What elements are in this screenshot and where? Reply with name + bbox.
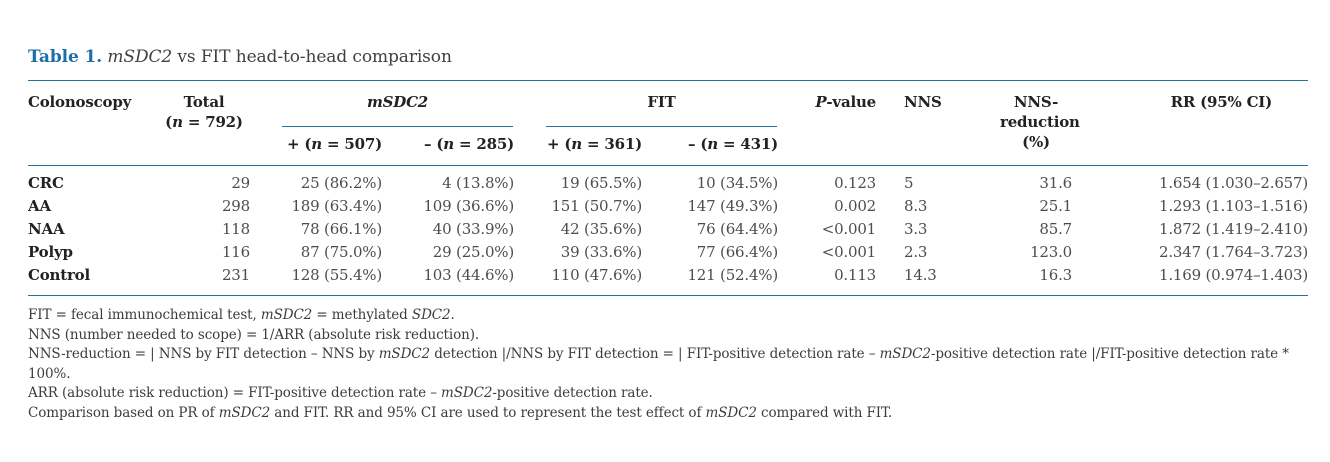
- cell-fit-positive: 39 (33.6%): [560, 243, 642, 261]
- col-header-msdc2-negative: – (n = 285): [424, 135, 514, 153]
- cell-nns-reduction: 16.3: [1039, 266, 1073, 284]
- table-footnotes: FIT = fecal immunochemical test, mSDC2 =…: [28, 306, 1314, 423]
- cell-p-value: 0.123: [834, 174, 877, 192]
- col-header-p-value: P-value: [815, 93, 877, 111]
- cell-nns: 2.3: [904, 243, 928, 261]
- cell-fit-negative: 147 (49.3%): [687, 197, 779, 215]
- table-row-polyp: Polyp 116 87 (75.0%) 29 (25.0%) 39 (33.6…: [28, 241, 1308, 264]
- cell-total: 231: [221, 266, 250, 284]
- col-header-nns-reduction-line2: (%): [1022, 133, 1050, 151]
- page: Table 1. mSDC2 vs FIT head-to-head compa…: [28, 46, 1314, 423]
- group-header-fit: FIT: [514, 81, 778, 127]
- footnote-nns-definition: NNS (number needed to scope) = 1/ARR (ab…: [28, 326, 480, 343]
- table-row-control: Control 231 128 (55.4%) 103 (44.6%) 110 …: [28, 264, 1308, 296]
- table-title-text: mSDC2 vs FIT head-to-head comparison: [107, 47, 452, 67]
- cell-msdc2-negative: 4 (13.8%): [442, 174, 514, 192]
- cell-nns-reduction: 123.0: [1030, 243, 1073, 261]
- table-row-aa: AA 298 189 (63.4%) 109 (36.6%) 151 (50.7…: [28, 195, 1308, 218]
- col-header-fit-positive: + (n = 361): [546, 135, 642, 153]
- cell-msdc2-positive: 128 (55.4%): [291, 266, 382, 284]
- col-header-total: Total (n = 792): [158, 81, 250, 166]
- cell-rr-ci: 1.169 (0.974–1.403): [1159, 266, 1309, 284]
- cell-msdc2-negative: 109 (36.6%): [423, 197, 514, 215]
- cell-fit-negative: 121 (52.4%): [687, 266, 779, 284]
- table-row-naa: NAA 118 78 (66.1%) 40 (33.9%) 42 (35.6%)…: [28, 218, 1308, 241]
- cell-rr-ci: 1.654 (1.030–2.657): [1159, 174, 1309, 192]
- col-header-nns-reduction: NNS-reduction (%): [944, 81, 1080, 166]
- col-header-colonoscopy: Colonoscopy: [28, 93, 132, 111]
- cell-rr-ci: 2.347 (1.764–3.723): [1159, 243, 1309, 261]
- cell-p-value: 0.002: [834, 197, 877, 215]
- footnote-abbreviations: FIT = fecal immunochemical test, mSDC2 =…: [28, 307, 455, 323]
- cell-msdc2-negative: 29 (25.0%): [432, 243, 514, 261]
- col-header-total-line2: (n = 792): [165, 113, 243, 131]
- table-row-crc: CRC 29 25 (86.2%) 4 (13.8%) 19 (65.5%) 1…: [28, 166, 1308, 196]
- cell-fit-negative: 10 (34.5%): [696, 174, 779, 192]
- cell-rr-ci: 1.293 (1.103–1.516): [1159, 197, 1309, 215]
- cell-p-value: <0.001: [821, 243, 877, 261]
- cell-p-value: <0.001: [821, 220, 877, 238]
- row-label: CRC: [28, 174, 64, 192]
- cell-msdc2-positive: 78 (66.1%): [300, 220, 382, 238]
- row-label: Control: [28, 266, 90, 284]
- cell-nns: 5: [904, 174, 914, 192]
- cell-nns: 3.3: [904, 220, 928, 238]
- footnote-arr-definition: ARR (absolute risk reduction) = FIT-posi…: [28, 385, 653, 401]
- cell-nns: 8.3: [904, 197, 928, 215]
- cell-fit-negative: 76 (64.4%): [696, 220, 779, 238]
- comparison-table: Colonoscopy Total (n = 792) mSDC2 FIT P-…: [28, 80, 1308, 296]
- table-body: CRC 29 25 (86.2%) 4 (13.8%) 19 (65.5%) 1…: [28, 166, 1308, 296]
- table-title-label: Table 1.: [28, 47, 103, 67]
- row-label: NAA: [28, 220, 65, 238]
- row-label: Polyp: [28, 243, 73, 261]
- cell-fit-positive: 42 (35.6%): [560, 220, 642, 238]
- footnote-nns-reduction-definition: NNS-reduction = | NNS by FIT detection –…: [28, 346, 1289, 382]
- cell-nns: 14.3: [904, 266, 937, 284]
- cell-fit-positive: 19 (65.5%): [560, 174, 642, 192]
- cell-p-value: 0.113: [834, 266, 877, 284]
- header-row-subcolumns: + (n = 507) – (n = 285) + (n = 361) – (n…: [28, 127, 1309, 166]
- cell-total: 29: [231, 174, 250, 192]
- cell-nns-reduction: 25.1: [1039, 197, 1073, 215]
- footnote-comparison-method: Comparison based on PR of mSDC2 and FIT.…: [28, 404, 893, 421]
- cell-total: 116: [221, 243, 250, 261]
- group-header-msdc2-label: mSDC2: [282, 92, 513, 127]
- cell-fit-positive: 110 (47.6%): [551, 266, 642, 284]
- group-header-msdc2: mSDC2: [250, 81, 514, 127]
- cell-total: 298: [221, 197, 250, 215]
- cell-nns-reduction: 31.6: [1039, 174, 1073, 192]
- cell-msdc2-negative: 40 (33.9%): [432, 220, 514, 238]
- col-header-nns-reduction-line1: NNS-reduction: [1000, 93, 1080, 131]
- cell-msdc2-negative: 103 (44.6%): [423, 266, 514, 284]
- col-header-fit-negative: – (n = 431): [688, 135, 779, 153]
- cell-msdc2-positive: 25 (86.2%): [300, 174, 382, 192]
- table-header: Colonoscopy Total (n = 792) mSDC2 FIT P-…: [28, 81, 1309, 166]
- header-row-groups: Colonoscopy Total (n = 792) mSDC2 FIT P-…: [28, 81, 1308, 151]
- group-header-fit-label: FIT: [546, 92, 778, 127]
- col-header-msdc2-positive: + (n = 507): [286, 135, 382, 153]
- col-header-rr-ci: RR (95% CI): [1170, 93, 1273, 111]
- cell-fit-positive: 151 (50.7%): [551, 197, 642, 215]
- row-label: AA: [28, 197, 51, 215]
- cell-fit-negative: 77 (66.4%): [696, 243, 779, 261]
- cell-msdc2-positive: 87 (75.0%): [300, 243, 382, 261]
- cell-msdc2-positive: 189 (63.4%): [291, 197, 382, 215]
- table-title: Table 1. mSDC2 vs FIT head-to-head compa…: [28, 46, 1308, 68]
- cell-rr-ci: 1.872 (1.419–2.410): [1159, 220, 1309, 238]
- cell-total: 118: [221, 220, 250, 238]
- col-header-nns: NNS: [904, 93, 942, 111]
- cell-nns-reduction: 85.7: [1039, 220, 1073, 238]
- col-header-total-line1: Total: [183, 93, 225, 111]
